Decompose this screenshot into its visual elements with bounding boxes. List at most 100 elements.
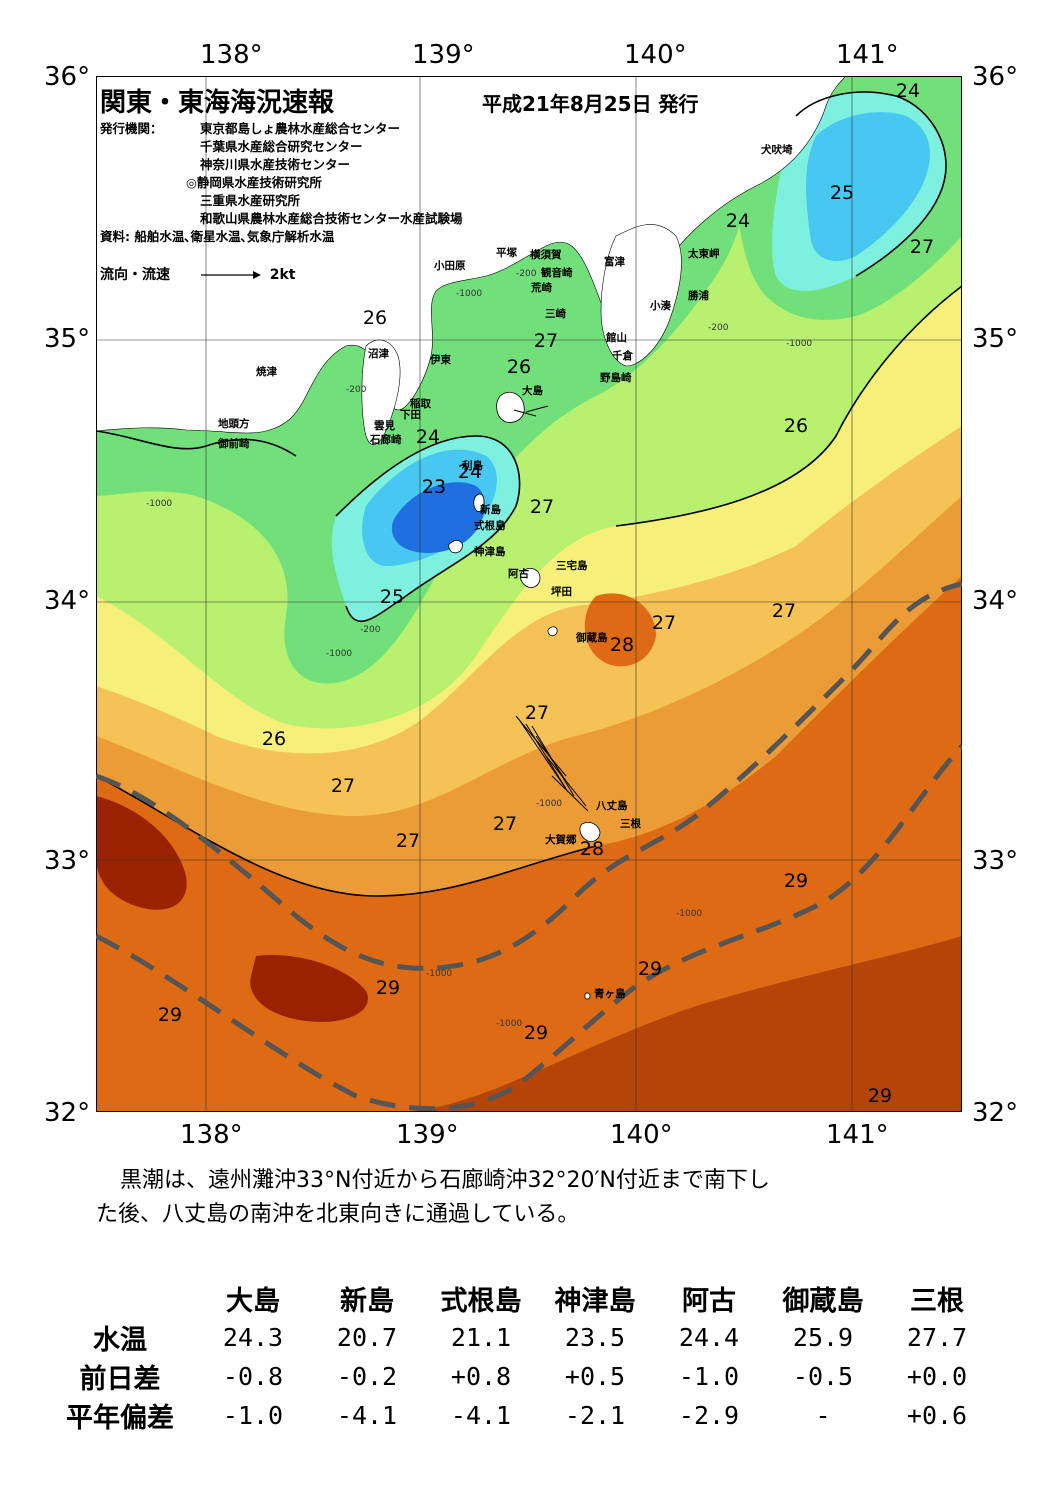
current-vectors <box>513 405 589 812</box>
temp-label: 27 <box>524 702 550 724</box>
lat-label-35-left: 35° <box>44 324 91 354</box>
table-corner <box>44 1278 196 1318</box>
land-oshima <box>496 392 525 423</box>
land-honshu <box>96 76 847 434</box>
current-arrow <box>513 409 537 417</box>
land-miyakejima <box>520 568 541 588</box>
place-irozaki: 石廊崎 <box>370 434 402 446</box>
agency-list: 発行機関： 東京都島しょ農林水産総合センター 千葉県水産総合研究センター 神奈川県… <box>100 120 463 246</box>
temp-label: 29 <box>783 870 809 892</box>
place-niijima: 新島 <box>480 504 501 516</box>
temp-label: 24 <box>895 80 921 102</box>
agency-item: 東京都島しょ農林水産総合センター <box>200 121 401 136</box>
depth-label: -200 <box>708 323 729 333</box>
place-kannonzaki: 観音崎 <box>541 267 573 279</box>
temp-label: 26 <box>362 307 388 329</box>
table-cell: -0.2 <box>336 1362 398 1391</box>
column-header: 神津島 <box>554 1285 636 1317</box>
temp-label: 29 <box>523 1022 549 1044</box>
temp-label: 27 <box>330 775 356 797</box>
current-arrow <box>519 720 565 787</box>
lon-label-138-bottom: 138° <box>180 1120 243 1150</box>
land-aogashima <box>584 992 591 1000</box>
map-title: 関東・東海海況速報 <box>100 88 335 118</box>
zone-24-east <box>806 112 930 261</box>
table-cell: 21.1 <box>450 1323 512 1352</box>
summary-line: た後、八丈島の南沖を北東向きに通過している。 <box>96 1202 580 1227</box>
temp-label: 26 <box>506 356 532 378</box>
depth-label: -200 <box>346 385 367 395</box>
table-cell: +0.8 <box>450 1362 512 1391</box>
kuroshio-summary: 黒潮は、遠州灘沖33°N付近から石廊崎沖32°20′N付近まで南下し た後、八丈… <box>96 1164 956 1232</box>
temp-label: 27 <box>492 813 518 835</box>
land-mikurajima <box>547 626 558 637</box>
isotherm-27 <box>615 285 962 527</box>
place-yokosuka: 横須賀 <box>530 249 562 261</box>
zone-295-west-2 <box>250 955 368 1022</box>
table-row: 水温 24.3 20.7 21.1 23.5 24.4 25.9 27.7 <box>44 1318 994 1357</box>
land-izu <box>361 339 401 445</box>
zone-285-south <box>584 593 656 667</box>
table-cell: -4.1 <box>450 1401 512 1430</box>
lat-label-32-left: 32° <box>44 1098 91 1128</box>
table-row: 前日差 -0.8 -0.2 +0.8 +0.5 -1.0 -0.5 +0.0 <box>44 1357 994 1396</box>
isotherm-25-izu <box>335 435 521 622</box>
depth-labels: -200 -1000 -1000 -200 -1000 -200 -1000 -… <box>146 269 812 1029</box>
depth-label: -1000 <box>426 969 452 979</box>
lat-label-35-right: 35° <box>972 324 1019 354</box>
table-cell: - <box>815 1401 831 1430</box>
lon-label-139-bottom: 139° <box>396 1120 459 1150</box>
place-omaezaki: 御前崎 <box>218 438 250 450</box>
temp-label: 25 <box>829 182 855 204</box>
table-cell: -0.8 <box>222 1362 284 1391</box>
place-miyakejima: 三宅島 <box>556 560 588 572</box>
issue-date: 平成21年8月25日 発行 <box>482 92 699 116</box>
table-cell: -1.0 <box>222 1401 284 1430</box>
place-kozushima: 神津島 <box>474 546 506 558</box>
current-arrow <box>515 715 567 777</box>
temp-label: 24 <box>725 210 751 232</box>
table-cell: -1.0 <box>678 1362 740 1391</box>
row-header: 平年偏差 <box>66 1403 174 1434</box>
land-boso <box>600 224 682 367</box>
place-katsuura: 勝浦 <box>688 290 709 302</box>
observation-table: 大島 新島 式根島 神津島 阿古 御蔵島 三根 水温 24.3 20.7 21.… <box>44 1278 994 1435</box>
place-chikura: 千倉 <box>612 350 633 362</box>
current-legend-label: 流向・流速 <box>100 267 170 283</box>
column-header: 三根 <box>910 1285 964 1317</box>
lat-label-33-right: 33° <box>972 846 1019 876</box>
place-nojimazaki: 野島崎 <box>600 372 632 384</box>
graticule <box>96 76 962 1112</box>
place-mine: 三根 <box>620 818 641 830</box>
lat-label-36-left: 36° <box>44 62 91 92</box>
current-legend: 流向・流速 2kt <box>100 264 296 284</box>
temp-label: 24 <box>415 426 441 448</box>
depth-label: -1000 <box>786 339 812 349</box>
agency-item: ◎静岡県水産技術研究所 <box>186 175 322 190</box>
place-kominato: 小湊 <box>650 300 671 312</box>
temp-label: 27 <box>529 496 555 518</box>
depth-label: -1000 <box>146 499 172 509</box>
table-cell: -4.1 <box>336 1401 398 1430</box>
place-kumomi: 雲見 <box>374 420 395 432</box>
table-cell: 24.4 <box>678 1323 740 1352</box>
kuroshio-north <box>96 581 962 971</box>
place-toshima: 利島 <box>462 460 483 472</box>
place-oshima: 大島 <box>522 385 543 397</box>
depth-label: -200 <box>360 625 381 635</box>
table-cell: 25.9 <box>792 1323 854 1352</box>
temp-label: 28 <box>579 838 605 860</box>
table-cell: +0.0 <box>906 1362 968 1391</box>
lon-label-138: 138° <box>200 40 263 70</box>
lon-label-139: 139° <box>412 40 475 70</box>
sea-surface-temperature-map: -200 -1000 -1000 -200 -1000 -200 -1000 -… <box>96 76 962 1112</box>
place-inatori: 稲取 <box>410 398 431 410</box>
temp-label: 24 <box>457 461 483 483</box>
place-hachijojima: 八丈島 <box>596 800 628 812</box>
place-numazu: 沼津 <box>368 348 389 360</box>
place-shimoda: 下田 <box>400 409 421 421</box>
temp-label: 28 <box>609 634 635 656</box>
depth-label: -1000 <box>326 649 352 659</box>
temp-label: 26 <box>783 415 809 437</box>
lat-label-32-right: 32° <box>972 1098 1019 1128</box>
